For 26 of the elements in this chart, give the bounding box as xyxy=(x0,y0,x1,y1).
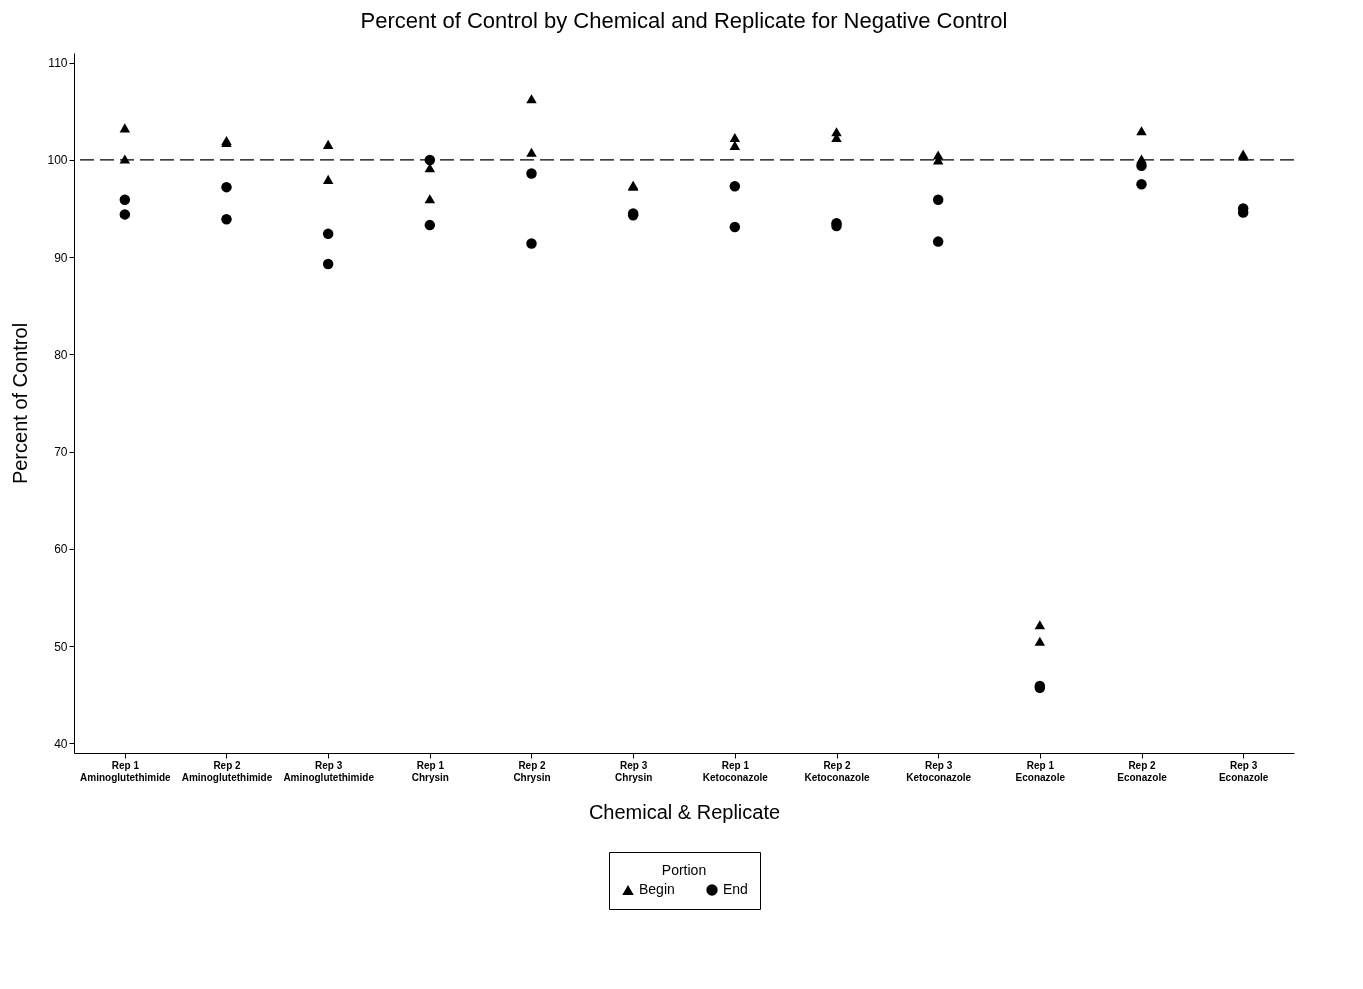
chart-title: Percent of Control by Chemical and Replicate for Negative Control xyxy=(360,8,1008,33)
y-tick-label: 90 xyxy=(54,250,68,265)
y-tick-label: 110 xyxy=(48,56,68,71)
legend-title: Portion xyxy=(661,862,707,878)
y-axis-title: Percent of Control xyxy=(9,322,32,485)
legend-label: End xyxy=(723,881,748,897)
x-tick-label: Rep 3 Aminoglutethimide xyxy=(283,759,375,783)
x-tick-label: Rep 1 Econazole xyxy=(1015,759,1066,783)
y-tick-label: 80 xyxy=(54,347,68,362)
y-tick-label: 50 xyxy=(54,639,68,654)
x-tick-label: Rep 3 Ketoconazole xyxy=(906,759,972,783)
x-axis-title: Chemical & Replicate xyxy=(588,800,781,823)
x-tick-label: Rep 2 Chrysin xyxy=(513,759,551,783)
x-tick-label: Rep 1 Aminoglutethimide xyxy=(80,759,172,783)
y-tick-label: 100 xyxy=(47,153,68,168)
x-tick-label: Rep 2 Aminoglutethimide xyxy=(181,759,273,783)
y-tick-label: 60 xyxy=(54,542,68,557)
x-tick-label: Rep 1 Chrysin xyxy=(411,759,449,783)
x-tick-label: Rep 1 Ketoconazole xyxy=(702,759,769,783)
y-tick-label: 40 xyxy=(54,736,68,751)
x-tick-label: Rep 3 Econazole xyxy=(1218,759,1269,783)
legend-label: Begin xyxy=(639,881,675,897)
x-tick-label: Rep 2 Ketoconazole xyxy=(804,759,870,783)
y-tick-label: 70 xyxy=(54,445,68,460)
x-tick-label: Rep 3 Chrysin xyxy=(615,759,653,783)
x-tick-label: Rep 2 Econazole xyxy=(1117,759,1168,783)
